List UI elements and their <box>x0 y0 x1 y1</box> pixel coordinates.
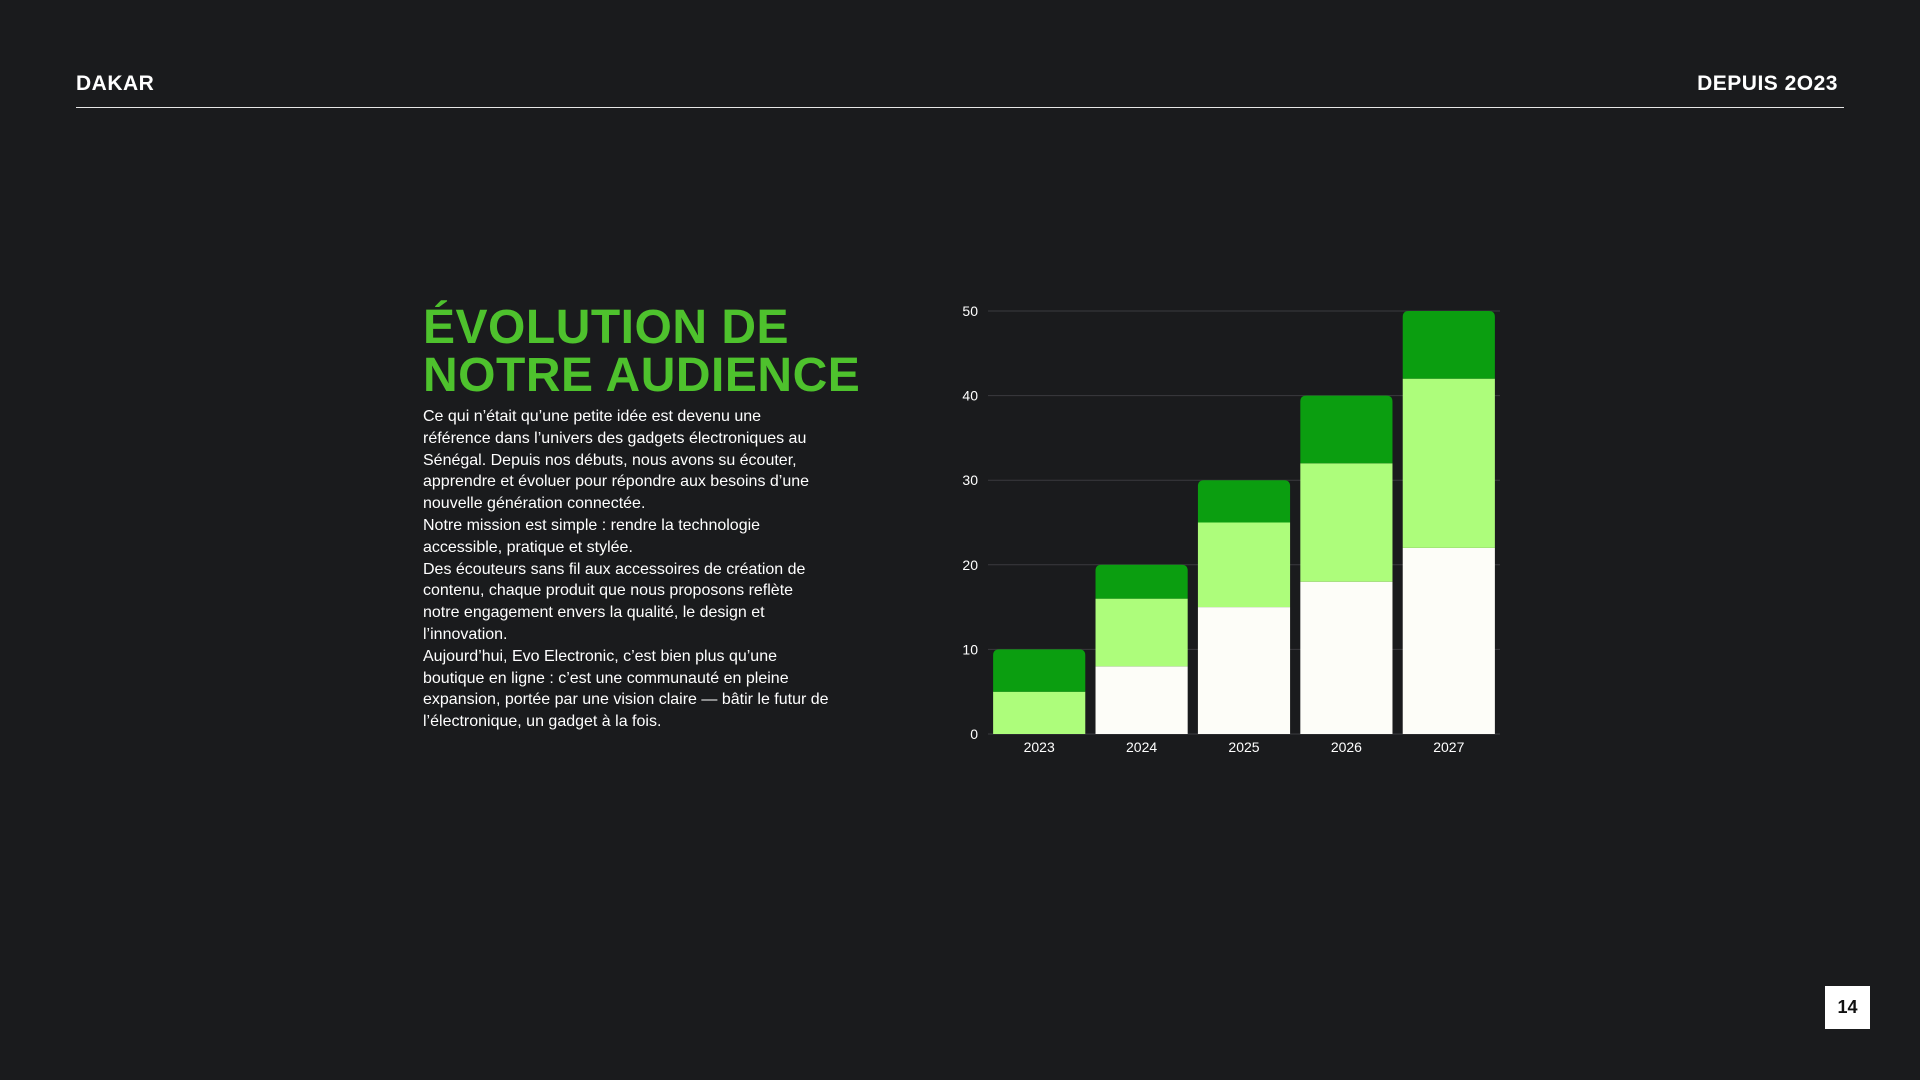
bar-2024-segment-1 <box>1095 666 1188 734</box>
page-title: ÉVOLUTION DE NOTRE AUDIENCE <box>423 304 860 400</box>
body-paragraph-2: Notre mission est simple : rendre la tec… <box>423 516 761 556</box>
bar-2025-segment-1 <box>1197 607 1291 734</box>
bar-2024-segment-3 <box>1095 564 1188 599</box>
header-location: DAKAR <box>76 72 155 95</box>
y-tick-label-40: 40 <box>962 388 978 404</box>
y-tick-label-10: 10 <box>962 641 978 657</box>
body-paragraph-4: Aujourd’hui, Evo Electronic, c’est bien … <box>423 647 829 731</box>
bar-2027-segment-3 <box>1402 311 1495 379</box>
y-tick-label-50: 50 <box>962 303 978 319</box>
y-tick-label-0: 0 <box>970 726 978 742</box>
title-line-2: NOTRE AUDIENCE <box>423 349 861 402</box>
audience-bar-chart: 0 10 20 30 40 50 2023 2024 2025 2026 2027 <box>962 303 1500 755</box>
body-text: Ce qui n’était qu’une petite idée est de… <box>423 406 833 733</box>
x-tick-label-2026: 2026 <box>1331 739 1362 755</box>
title-line-1: ÉVOLUTION DE <box>423 301 790 354</box>
header-since: DEPUIS 2O23 <box>1697 72 1838 95</box>
bar-2024-segment-2 <box>1095 598 1188 667</box>
bar-2026-segment-1 <box>1300 581 1393 734</box>
bar-2023-segment-2 <box>993 691 1086 734</box>
bar-2026-segment-2 <box>1300 463 1393 582</box>
y-tick-label-20: 20 <box>962 557 978 573</box>
x-tick-label-2023: 2023 <box>1024 739 1055 755</box>
bar-2026-segment-3 <box>1300 395 1393 464</box>
bar-2023-segment-3 <box>993 649 1086 692</box>
x-tick-label-2027: 2027 <box>1433 739 1464 755</box>
y-tick-label-30: 30 <box>962 472 978 488</box>
body-paragraph-1: Ce qui n’était qu’une petite idée est de… <box>423 408 810 513</box>
bar-2027-segment-1 <box>1402 547 1495 734</box>
bar-2025-segment-3 <box>1197 480 1291 523</box>
bar-2027-segment-2 <box>1402 378 1495 548</box>
bar-2025-segment-2 <box>1197 522 1291 608</box>
header-divider <box>76 107 1844 108</box>
x-tick-label-2024: 2024 <box>1126 739 1157 755</box>
x-tick-label-2025: 2025 <box>1228 739 1259 755</box>
page-number: 14 <box>1825 986 1870 1029</box>
body-paragraph-3: Des écouteurs sans fil aux accessoires d… <box>423 560 806 643</box>
